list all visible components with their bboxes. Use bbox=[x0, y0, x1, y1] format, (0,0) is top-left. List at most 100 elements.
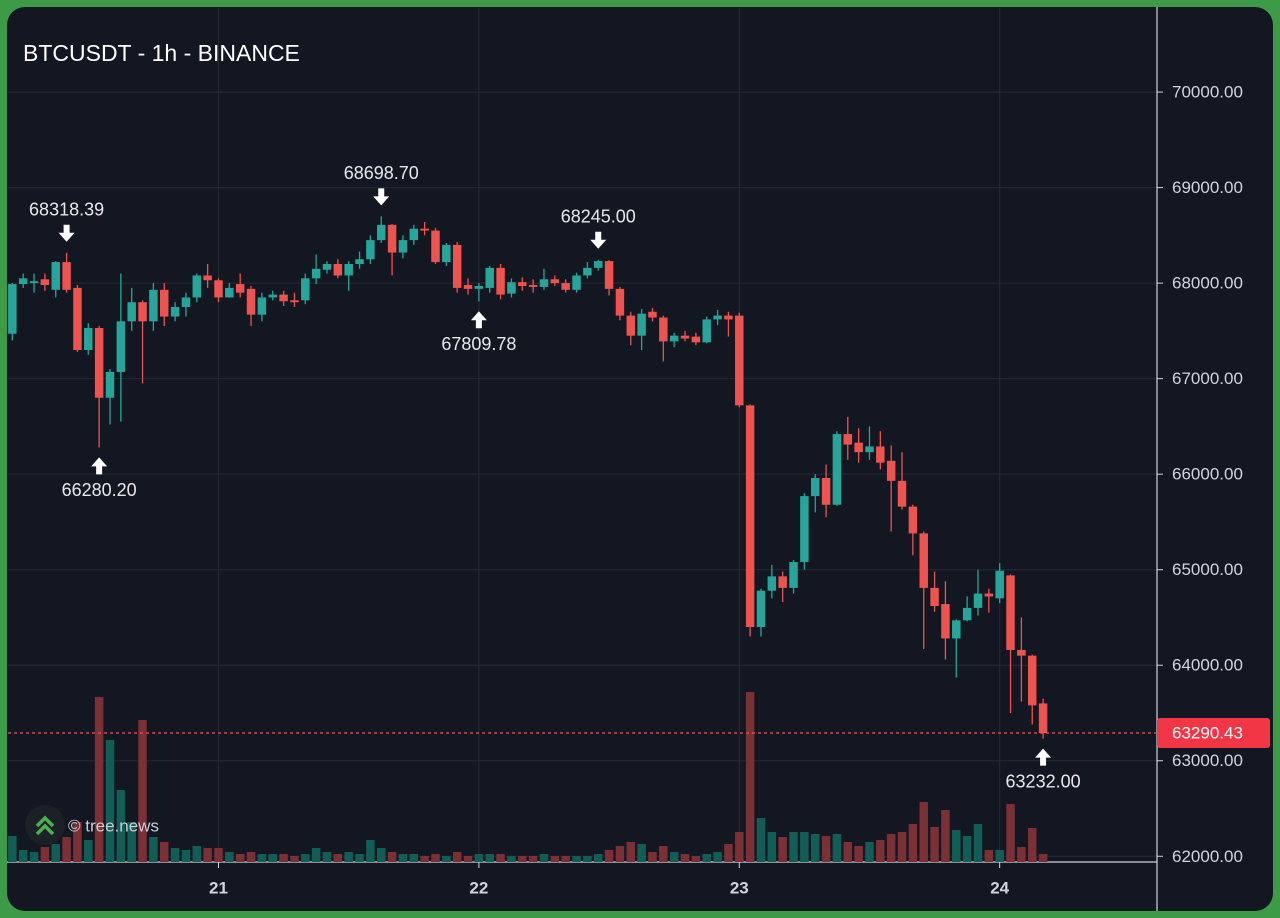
volume-bar bbox=[952, 830, 961, 862]
candle-body bbox=[105, 371, 115, 398]
candle-body bbox=[116, 321, 126, 372]
volume-bar bbox=[1038, 854, 1048, 862]
candle-body bbox=[431, 230, 440, 263]
volume-bar bbox=[604, 850, 614, 862]
candle-body bbox=[952, 620, 961, 639]
volume-bar bbox=[290, 856, 299, 862]
volume-bar bbox=[138, 720, 147, 862]
candle-body bbox=[420, 228, 429, 231]
watermark: © tree.news bbox=[68, 816, 159, 835]
candle-body bbox=[561, 283, 570, 290]
candle-body bbox=[333, 264, 343, 276]
candle-body bbox=[322, 264, 332, 270]
volume-bar bbox=[626, 842, 636, 862]
volume-bar bbox=[51, 844, 60, 862]
volume-bar bbox=[29, 852, 39, 862]
candle-body bbox=[442, 244, 451, 263]
candle-body bbox=[908, 506, 918, 534]
overlay: 63290.43 68318.39 66280.20 68698.70 67809.78… bbox=[8, 163, 1270, 791]
candle-body bbox=[485, 267, 494, 288]
volume-bar bbox=[800, 832, 809, 862]
candle-body bbox=[843, 434, 853, 445]
volume-bar bbox=[442, 856, 451, 862]
annotation-arrow bbox=[58, 224, 75, 242]
volume-bar bbox=[420, 856, 429, 862]
candles bbox=[8, 216, 1048, 739]
candle-body bbox=[301, 278, 310, 301]
candle-body bbox=[387, 224, 397, 253]
volume-bar bbox=[377, 848, 386, 862]
x-tick-label: 24 bbox=[990, 878, 1009, 897]
candle-body bbox=[29, 281, 39, 284]
y-tick-label: 68000.00 bbox=[1172, 274, 1243, 293]
x-tick-label: 23 bbox=[730, 878, 749, 897]
candle-body bbox=[344, 264, 353, 276]
volume-bar bbox=[995, 850, 1004, 862]
candle-body bbox=[973, 593, 983, 608]
candle-body bbox=[800, 496, 809, 563]
candle-body bbox=[377, 224, 386, 241]
volume-bar bbox=[127, 822, 136, 862]
volume-bar bbox=[149, 837, 158, 862]
volume-bar bbox=[116, 790, 126, 862]
candle-body bbox=[366, 240, 375, 260]
candle-body bbox=[1038, 703, 1048, 733]
candle-body bbox=[854, 442, 863, 453]
volume-bar bbox=[452, 852, 462, 862]
candle-body bbox=[84, 328, 93, 350]
volume-bar bbox=[311, 848, 321, 862]
volume-bar bbox=[1006, 804, 1015, 862]
candle-body bbox=[637, 313, 646, 336]
volume-bar bbox=[691, 856, 701, 862]
volume-bar bbox=[973, 824, 983, 862]
candle-body bbox=[409, 228, 419, 241]
volume-bar bbox=[170, 848, 180, 862]
candle-body bbox=[735, 315, 744, 406]
annotation-arrow bbox=[590, 231, 607, 249]
volume-bar bbox=[810, 834, 820, 862]
volume-bar bbox=[409, 854, 419, 862]
candle-body bbox=[745, 405, 755, 628]
volume-bar bbox=[528, 856, 538, 862]
candle-body bbox=[572, 275, 581, 290]
annotation-label: 68698.70 bbox=[344, 163, 419, 183]
candle-body bbox=[138, 302, 147, 322]
volume-bar bbox=[387, 852, 397, 862]
volume-bar bbox=[854, 846, 863, 862]
volume-bar bbox=[431, 854, 440, 862]
candle-body bbox=[192, 275, 202, 298]
volume-bar bbox=[474, 854, 484, 862]
volume-bar bbox=[322, 852, 332, 862]
x-tick-label: 21 bbox=[209, 878, 228, 897]
volume-bar bbox=[756, 818, 766, 862]
volume-bar bbox=[702, 854, 711, 862]
candle-body bbox=[930, 587, 939, 606]
annotation-arrow bbox=[91, 457, 108, 475]
volume-bar bbox=[886, 834, 896, 862]
candle-body bbox=[876, 446, 885, 463]
volume-bar bbox=[366, 840, 375, 862]
volume-bar bbox=[463, 856, 473, 862]
annotation-label: 68245.00 bbox=[561, 206, 636, 226]
volume-bar bbox=[105, 740, 115, 862]
candle-body bbox=[8, 284, 17, 334]
volume-bar bbox=[941, 810, 950, 862]
volume-bar bbox=[18, 850, 28, 862]
grid: 62000.00 63000.00 64000.00 65000.00 66000.00… bbox=[7, 7, 1243, 911]
volume-bar bbox=[84, 840, 93, 862]
annotation-arrow bbox=[470, 311, 487, 329]
annotation-label: 68318.39 bbox=[29, 199, 104, 219]
candle-body bbox=[767, 576, 777, 591]
last-price-tag bbox=[1157, 717, 1270, 748]
candle-body bbox=[594, 261, 603, 268]
volume-bar bbox=[8, 836, 17, 862]
volume-bar bbox=[214, 848, 223, 862]
volume-bar bbox=[561, 856, 570, 862]
candle-body bbox=[18, 278, 28, 285]
candle-body bbox=[1006, 575, 1015, 650]
candle-body bbox=[225, 287, 234, 298]
volume-bar bbox=[897, 832, 907, 862]
candle-body bbox=[789, 562, 798, 588]
